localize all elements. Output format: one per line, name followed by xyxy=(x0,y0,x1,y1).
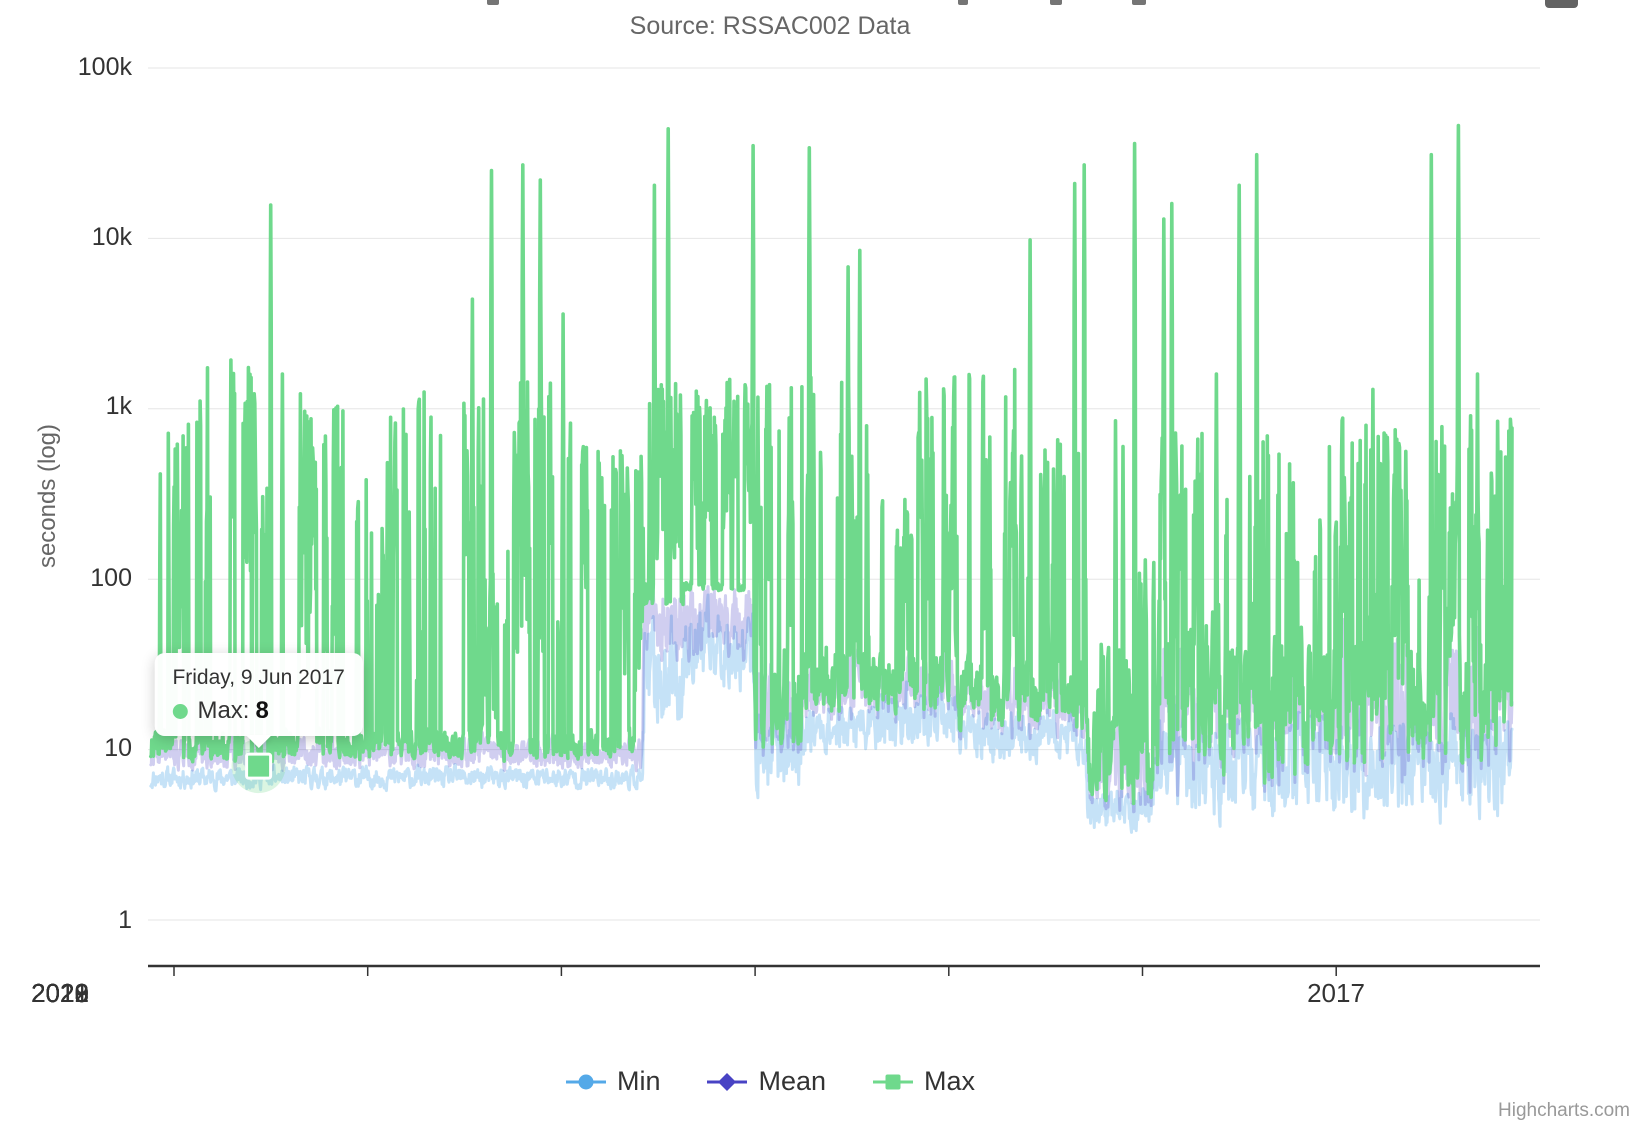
clipped-title-fragment xyxy=(1132,0,1146,5)
series-color-dot xyxy=(172,703,188,719)
legend: Min Mean Max xyxy=(0,1066,1540,1097)
x-axis-label: 2022 xyxy=(31,978,89,1008)
legend-label-max: Max xyxy=(924,1066,976,1096)
hovered-point-marker[interactable] xyxy=(245,752,273,780)
x-axis-label: 2020 xyxy=(31,978,89,1008)
min-series-path[interactable] xyxy=(149,593,1514,834)
tooltip-date: Friday, 9 Jun 2017 xyxy=(172,666,345,690)
legend-item-mean[interactable]: Mean xyxy=(706,1066,826,1097)
clipped-title-fragment xyxy=(1050,0,1062,5)
x-axis-label: 2017 xyxy=(1307,978,1365,1008)
clipped-title-fragment xyxy=(487,0,499,5)
y-axis-label: 10k xyxy=(91,223,132,251)
tooltip-value: 8 xyxy=(255,697,269,725)
tooltip-series-row: Max: 8 xyxy=(172,697,344,725)
legend-label-mean: Mean xyxy=(758,1066,827,1096)
highcharts-credits-link[interactable]: Highcharts.com xyxy=(1498,1100,1630,1121)
x-axis-label: 2023 xyxy=(31,978,89,1008)
y-axis-label: 1 xyxy=(118,906,132,934)
clipped-title-fragment xyxy=(958,0,968,5)
x-axis-label: 2018 xyxy=(31,978,89,1008)
max-series-path[interactable] xyxy=(149,123,1514,806)
x-axis-label: 2019 xyxy=(31,978,89,1008)
max-series-icon xyxy=(873,1074,914,1089)
y-axis-label: 1k xyxy=(105,392,132,420)
chart-subtitle: Source: RSSAC002 Data xyxy=(629,12,911,40)
legend-item-max[interactable]: Max xyxy=(872,1066,975,1097)
legend-item-min[interactable]: Min xyxy=(565,1066,661,1097)
x-axis-label: 2021 xyxy=(31,978,89,1008)
mean-series-icon xyxy=(707,1072,748,1091)
legend-label-min: Min xyxy=(616,1066,661,1096)
y-axis-label: 10 xyxy=(104,734,132,762)
export-menu-button[interactable] xyxy=(1545,0,1578,8)
y-axis-label: 100k xyxy=(77,53,132,81)
min-series-icon xyxy=(565,1074,606,1089)
y-axis-label: 100 xyxy=(90,564,132,592)
tooltip: Friday, 9 Jun 2017 Max: 8 xyxy=(154,653,363,737)
tooltip-series-label: Max: xyxy=(197,697,250,725)
